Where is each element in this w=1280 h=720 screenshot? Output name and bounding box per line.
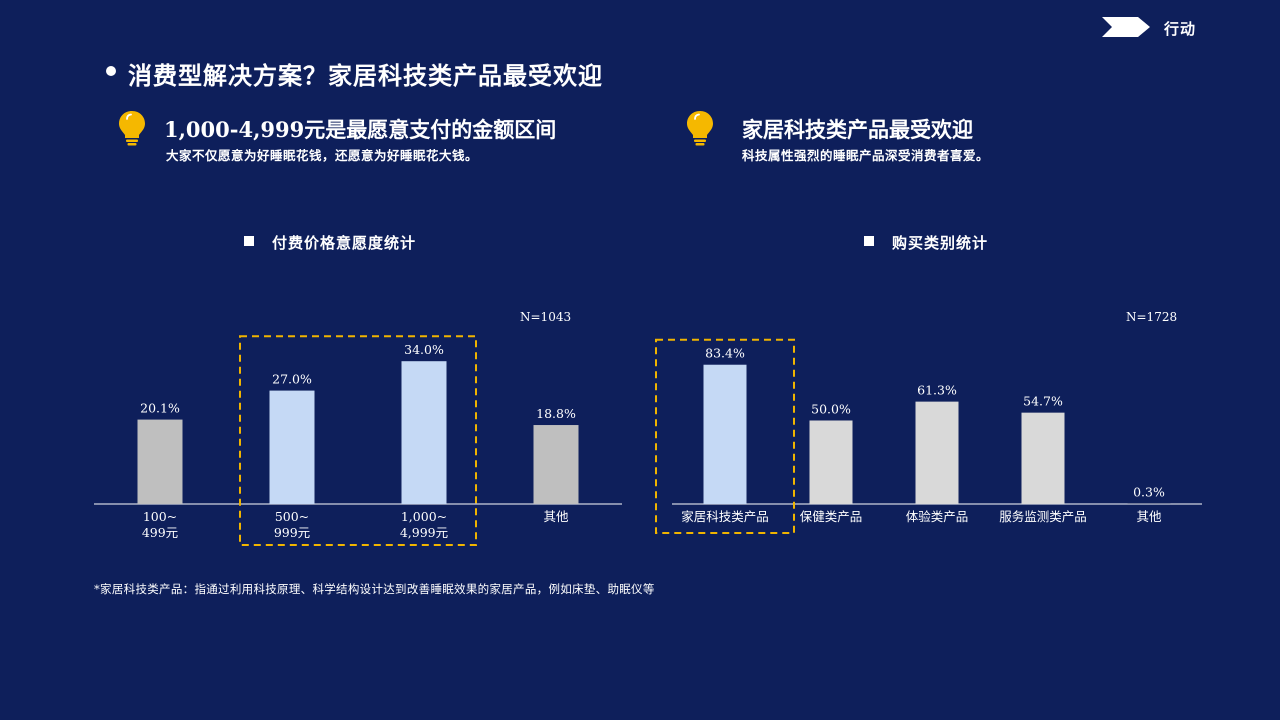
lightbulb-icon [686,110,714,148]
chart-1-value-label: 18.8% [536,406,576,421]
chart-2-category-label: 服务监测类产品 [999,509,1087,524]
chart-2-bar [1127,503,1171,504]
chart-1-bar [269,390,315,504]
chart-1-highlight-box [239,335,477,547]
chart-2-bar [1021,412,1065,504]
chart-2-value-label: 83.4% [705,346,745,361]
chart-1-n-label: N=1043 [520,310,572,324]
chart-1-category-label: 4,999元 [400,525,448,540]
chart-2-bar [915,401,959,504]
chart-2-category-label: 其他 [1136,509,1162,524]
footnote: *家居科技类产品：指通过利用科技原理、科学结构设计达到改善睡眠效果的家居产品，例… [94,582,655,596]
chart-2-category-label: 家居科技类产品 [681,509,769,524]
chart-2-title-marker [864,236,874,246]
chart-2-category-label: 保健类产品 [800,509,863,524]
chart-1-title-marker [244,236,254,246]
chart-2-category-label: 体验类产品 [906,509,969,524]
chart-1-value-label: 27.0% [272,372,312,387]
section-arrow-icon [1102,14,1154,44]
insight-2-title: 家居科技类产品最受欢迎 [742,117,973,142]
chart-1-category-label: 500~ [275,509,309,524]
chart-1-bar [533,425,579,504]
chart-2-n-label: N=1728 [1126,310,1178,324]
insight-1-subtitle: 大家不仅愿意为好睡眠花钱，还愿意为好睡眠花大钱。 [166,148,479,163]
chart-1-bar [401,361,447,504]
section-label: 行动 [1164,20,1197,38]
page-title: 消费型解决方案？家居科技类产品最受欢迎 [128,61,603,90]
chart-1-value-label: 20.1% [140,401,180,416]
chart-1-bar [137,419,183,504]
lightbulb-icon [118,110,146,148]
chart-1-category-label: 1,000~ [401,509,447,524]
insight-1-title: 1,000-4,999元是最愿意支付的金额区间 [164,117,557,142]
chart-1-category-label: 999元 [274,525,310,540]
chart-2-value-label: 61.3% [917,383,957,398]
chart-1-category-label: 499元 [142,525,178,540]
insight-2-subtitle: 科技属性强烈的睡眠产品深受消费者喜爱。 [742,148,990,163]
chart-1-category-label: 其他 [543,509,569,524]
chart-1-category-label: 100~ [143,509,177,524]
chart-2-value-label: 54.7% [1023,394,1063,409]
chart-2-value-label: 0.3% [1133,484,1165,499]
chart-2-value-label: 50.0% [811,402,851,417]
chart-2-bar [703,364,747,504]
chart-2-title: 购买类别统计 [892,234,989,252]
chart-1-value-label: 34.0% [404,342,444,357]
chart-2-highlight-box [655,338,795,534]
chart-1-title: 付费价格意愿度统计 [272,234,417,252]
title-bullet [106,66,116,76]
chart-2-bar [809,420,853,504]
